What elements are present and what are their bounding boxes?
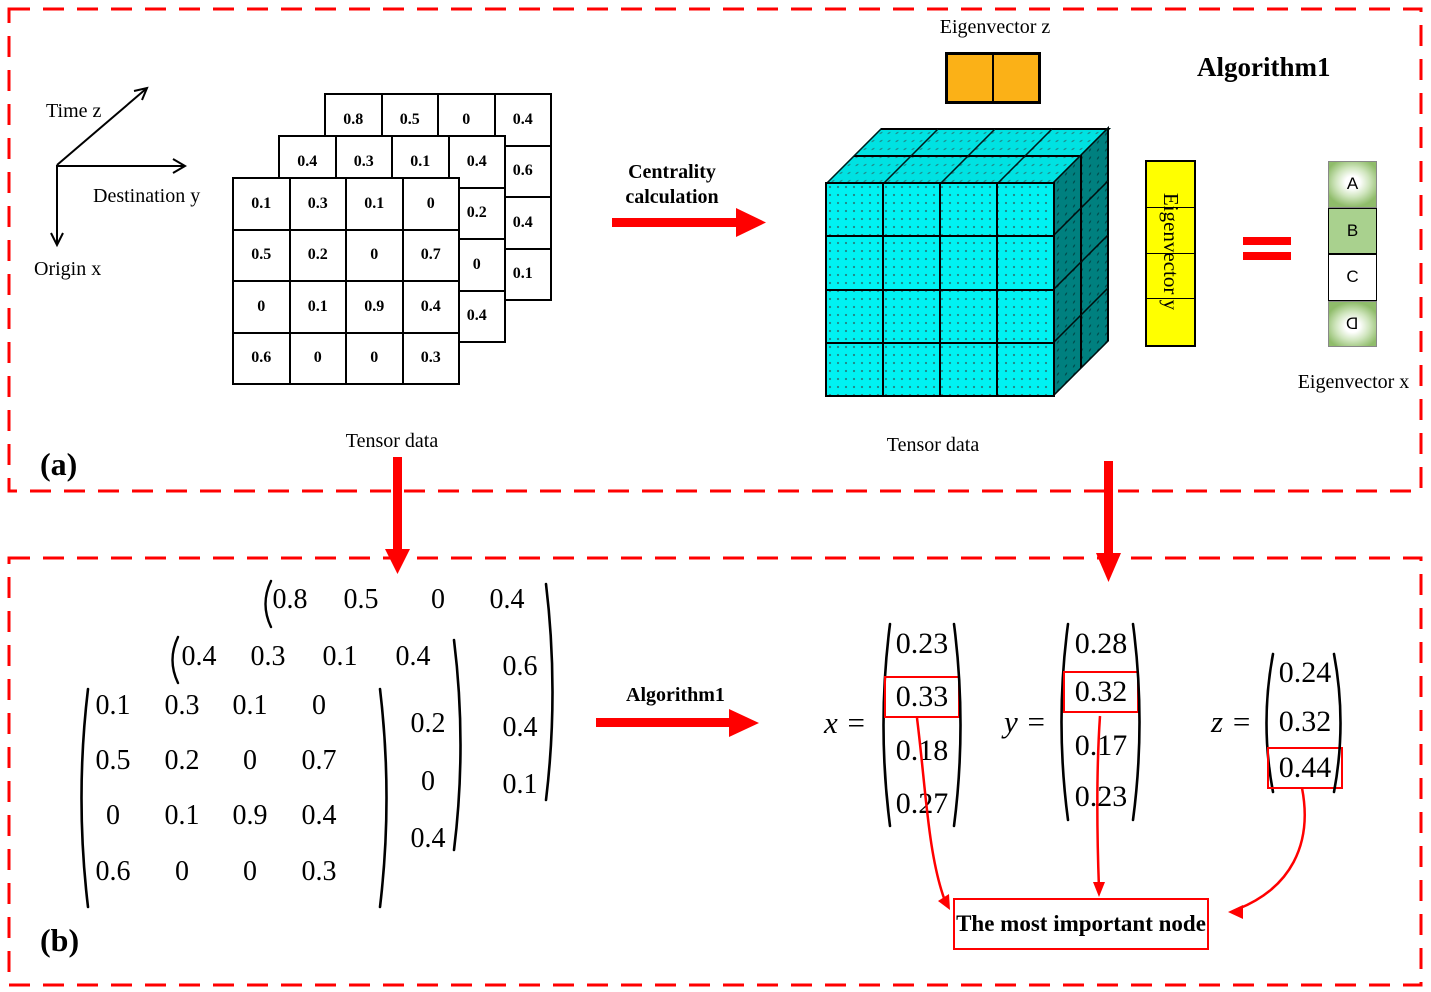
highlighted-x-value: 0.33 — [884, 676, 960, 718]
eigenvector-x-label: Eigenvector x — [1297, 371, 1410, 393]
interpanel-arrow-right-shaft — [1104, 461, 1113, 555]
centrality-arrow-head — [736, 208, 766, 237]
close-paren — [1332, 652, 1342, 794]
axis-time-label: Time z — [46, 100, 102, 122]
vector-x-name: x = — [824, 705, 867, 740]
close-paren — [1131, 622, 1141, 822]
vector-z-name: z = — [1211, 704, 1252, 739]
matrix-cell: 0.3 — [402, 332, 459, 384]
interpanel-arrow-right-head — [1096, 553, 1121, 582]
cube-front-face — [825, 182, 1055, 397]
algorithm1-label: Algorithm1 — [626, 684, 725, 706]
eigenvector-y-label: Eigenvector y — [1159, 192, 1183, 311]
algorithm1-arrow-shaft — [596, 718, 729, 727]
matrix-cell: 0.2 — [289, 229, 346, 281]
panel-b-label: (b) — [40, 922, 80, 958]
matrix-cell: 0.1 — [346, 178, 403, 230]
z-highlight-arrow — [1237, 787, 1306, 911]
axis-origin-label: Origin x — [34, 258, 102, 280]
tensor-slice-front: 0.1 0.3 0.1 0 0.5 0.2 0 0.7 0 0.1 0.9 0.… — [232, 177, 460, 385]
centrality-arrow-shaft — [612, 218, 736, 227]
highlighted-y-value: 0.32 — [1063, 671, 1139, 713]
close-paren — [378, 687, 388, 909]
matrix-cell: 0.5 — [233, 229, 290, 281]
matrix-cell: 0 — [289, 332, 346, 384]
matrix-cell: 0.6 — [233, 332, 290, 384]
close-paren — [544, 582, 554, 802]
algorithm1-arrow-head — [729, 709, 759, 737]
axis-destination-label: Destination y — [93, 185, 201, 207]
matrix-cell: 0.1 — [289, 281, 346, 333]
cube-caption: Tensor data — [886, 434, 980, 456]
interpanel-arrow-left-shaft — [393, 457, 402, 551]
node-cell-d: D — [1328, 300, 1377, 347]
eigenvector-z-cells — [945, 52, 1041, 104]
close-paren — [952, 622, 962, 828]
close-paren — [452, 638, 462, 852]
most-important-node-box: The most important node — [953, 898, 1209, 950]
matrix-cell: 0.3 — [289, 178, 346, 230]
node-cell-a: A — [1328, 161, 1377, 208]
matrix-cell: 0.1 — [233, 178, 290, 230]
matrix-cell: 0.9 — [346, 281, 403, 333]
stack-caption: Tensor data — [345, 430, 439, 452]
algorithm1-title: Algorithm1 — [1197, 52, 1331, 82]
eigenvector-z-label: Eigenvector z — [939, 16, 1051, 38]
interpanel-arrow-left-head — [385, 549, 410, 574]
centrality-label: Centrality calculation — [625, 161, 719, 208]
equals-sign — [1243, 237, 1291, 260]
matrix-cell: 0.4 — [402, 281, 459, 333]
matrix-cell: 0.7 — [402, 229, 459, 281]
node-cell-b: B — [1328, 207, 1377, 254]
panel-a-label: (a) — [40, 446, 78, 482]
matrix-cell: 0 — [233, 281, 290, 333]
eigenvector-x-cells: A B C D — [1328, 161, 1377, 347]
matrix-cell: 0 — [346, 229, 403, 281]
vector-y-name: y = — [1004, 704, 1047, 739]
matrix-cell: 0 — [402, 178, 459, 230]
node-cell-c: C — [1328, 254, 1377, 301]
matrix-cell: 0 — [346, 332, 403, 384]
